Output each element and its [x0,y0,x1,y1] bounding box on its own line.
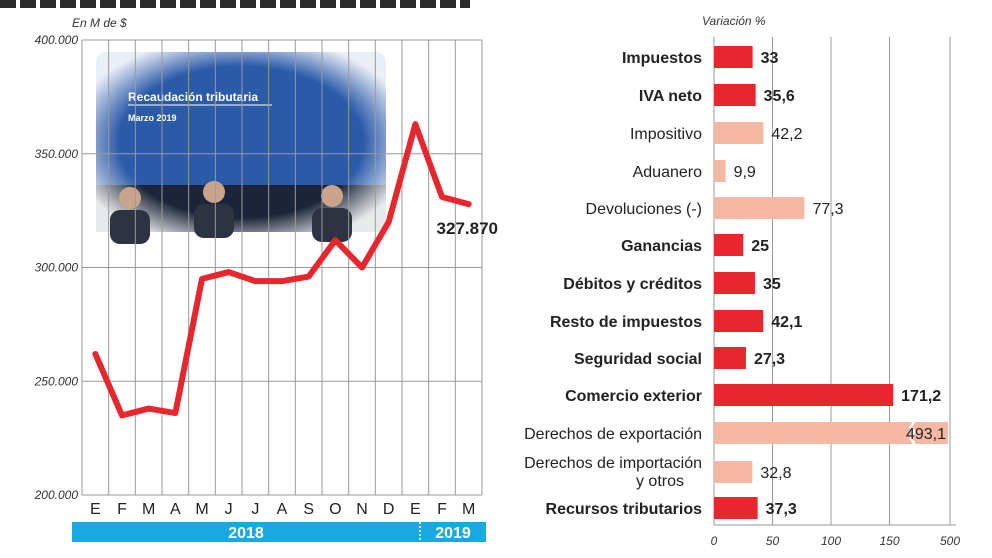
x-axis-title: Variación % [702,14,766,28]
x-tick-label: F [437,501,447,518]
x-tick-label: S [303,501,314,518]
category-label: Aduanero [633,164,702,181]
category-label: Ganancias [621,238,702,255]
category-label: Impuestos [622,50,702,67]
value-label: 77,3 [812,201,843,218]
x-tick-label: 500 [940,534,960,548]
bar [714,497,758,519]
x-tick-label: E [90,501,101,518]
axis-break-mark [908,420,917,445]
y-tick-label: 250.000 [34,374,79,388]
photo-person-head [321,185,343,207]
category-label: Derechos de importación y otros [524,455,702,490]
bar [714,310,764,332]
x-tick-label: E [410,501,421,518]
variation-bar-chart: Variación % 0 50 100 150 500 Impuestos 33 IVA ne… [524,14,960,548]
value-label: 9,9 [734,164,756,181]
year-label: 2018 [228,525,264,542]
x-tick-label: J [251,501,259,518]
value-label: 42,2 [771,126,802,143]
x-tick-label: D [383,501,395,518]
photo-subtitle: Marzo 2019 [128,113,177,123]
value-label: 27,3 [754,351,785,368]
photo-fade [96,52,386,232]
x-tick-label: O [329,501,341,518]
bar [714,122,764,144]
x-tick-label: N [356,501,368,518]
x-tick-label: M [195,501,208,518]
bar [714,46,753,68]
bar [714,461,753,483]
category-label: IVA neto [639,88,702,105]
value-label: 35 [763,276,781,293]
photo-person-head [119,187,141,209]
bar [714,272,755,294]
y-tick-label: 400.000 [35,33,79,47]
category-label: Derechos de exportación [524,426,702,443]
x-tick-label: A [170,501,181,518]
y-tick-label: 300.000 [35,261,79,275]
x-tick-label: 100 [821,534,841,548]
y-axis-unit-label: En M de $ [72,16,127,30]
category-label: Resto de impuestos [550,314,702,331]
x-tick-label: M [462,501,475,518]
year-label: 2019 [435,525,471,542]
value-label: 25 [751,238,769,255]
y-tick-label: 350.000 [35,147,79,161]
value-label: 42,1 [771,314,802,331]
x-tick-label: J [225,501,233,518]
monthly-revenue-line-chart: Recaudación tributaria Marzo 2019 200.000 2… [34,16,498,542]
value-label: 171,2 [901,388,941,405]
bar [714,160,726,182]
category-label: Comercio exterior [565,388,702,405]
header-strip [0,0,470,8]
y-tick-label: 200.000 [34,488,79,502]
photo-person-body [194,204,234,238]
photo-person-head [203,181,225,203]
x-tick-label: 50 [766,534,780,548]
value-label: 35,6 [764,88,795,105]
category-label: Impositivo [630,126,702,143]
value-label: 493,1 [906,426,946,443]
bar [714,234,744,256]
bar [714,422,948,444]
photo-person-body [312,208,352,242]
category-label: Débitos y créditos [563,276,702,293]
bar [714,384,894,406]
photo-title: Recaudación tributaria [128,90,258,104]
conference-photo: Recaudación tributaria Marzo 2019 [96,52,386,244]
x-tick-label: A [277,501,288,518]
photo-person-body [110,210,150,244]
x-tick-label: 150 [879,534,899,548]
x-tick-label: M [142,501,155,518]
category-label: Recursos tributarios [546,501,703,518]
bar [714,84,756,106]
bar [714,197,805,219]
value-label: 37,3 [766,501,797,518]
category-label: Seguridad social [574,351,702,368]
x-tick-label: F [117,501,127,518]
last-value-annotation: 327.870 [437,219,498,238]
category-label: Devoluciones (-) [586,201,702,218]
bar [714,347,746,369]
year-band [72,522,486,542]
value-label: 33 [761,50,779,67]
value-label: 32,8 [760,465,791,482]
x-tick-label: 0 [711,534,718,548]
